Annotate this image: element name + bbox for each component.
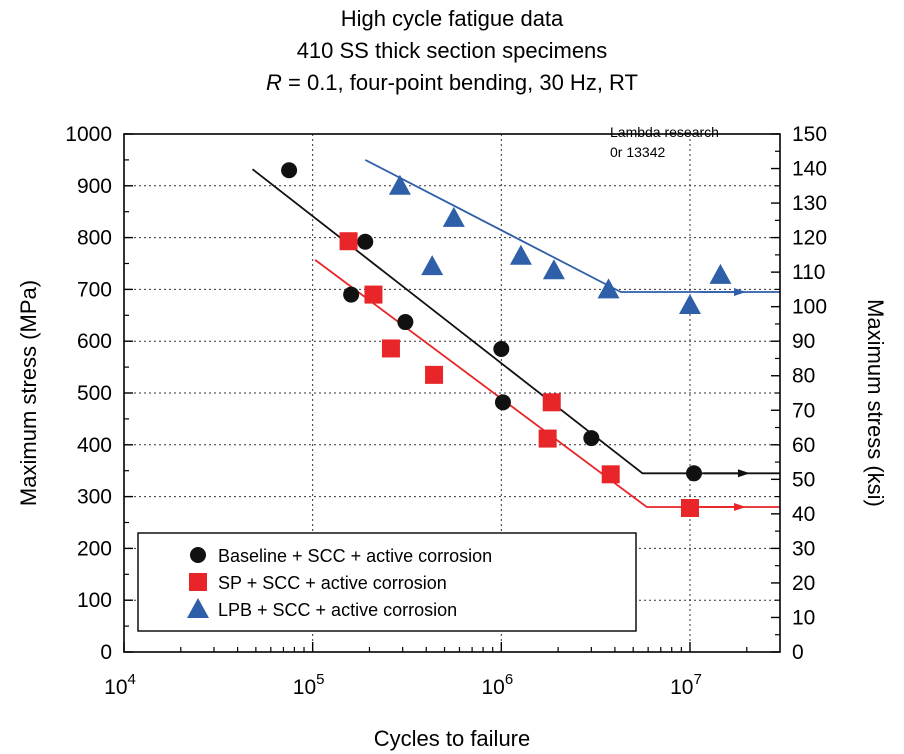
title-line: High cycle fatigue data [341,6,564,31]
y2-axis-label: Maximum stress (ksi) [863,299,888,507]
data-point-triangle [678,293,701,314]
y-tick-label: 400 [77,434,112,457]
data-point-triangle [421,255,444,276]
y2-tick-label: 100 [792,296,827,319]
y-tick-label: 600 [77,330,112,353]
y2-tick-label: 70 [792,399,815,422]
legend-marker-square [189,573,207,591]
data-point-circle [583,430,600,447]
y2-tick-label: 50 [792,468,815,491]
trend-lines [251,159,780,511]
y2-tick-label: 10 [792,606,815,629]
legend-box [137,532,637,632]
x-tick-label: 107 [670,671,702,699]
y-tick-label: 0 [100,641,112,664]
data-point-square [680,498,699,517]
y2-tick-label: 120 [792,227,827,250]
y2-tick-label: 40 [792,503,815,526]
data-point-square [381,339,400,358]
trend-line [314,259,780,508]
data-point-square [364,285,383,304]
x-tick-label: 105 [293,671,325,699]
y2-tick-label: 150 [792,123,827,146]
runout-arrow-head [733,502,746,511]
data-point-circle [397,314,414,331]
annotation-line: Lambda research [610,124,719,140]
x-tick-label: 106 [481,671,513,699]
y2-tick-label: 30 [792,537,815,560]
y2-tick-label: 140 [792,158,827,181]
legend-label: Baseline + SCC + active corrosion [218,546,492,566]
y2-tick-label: 130 [792,192,827,215]
data-point-triangle [542,259,565,280]
y-tick-label: 200 [77,537,112,560]
axes: 0 100 200 300 400 500 600 700 800 900 1000 0 10 20 30 4… [16,123,888,751]
y2-tick-label: 0 [792,641,804,664]
runout-arrow-head [737,469,750,478]
y2-tick-label: 20 [792,572,815,595]
runout-arrow-head [733,287,746,296]
x-axis-label: Cycles to failure [374,726,531,751]
y-tick-label: 300 [77,486,112,509]
y-tick-label: 1000 [65,123,112,146]
legend-label: LPB + SCC + active corrosion [218,600,457,620]
data-point-circle [493,340,510,357]
data-point-square [538,429,557,448]
data-point-circle [357,233,374,250]
legend-marker-triangle [187,598,209,618]
y2-tick-label: 90 [792,330,815,353]
trend-line [251,168,780,475]
data-point-triangle [709,263,732,284]
data-point-square [601,465,620,484]
y-tick-label: 800 [77,227,112,250]
y2-tick-label: 60 [792,434,815,457]
y-tick-label: 700 [77,278,112,301]
y-tick-label: 500 [77,382,112,405]
y2-tick-label: 80 [792,365,815,388]
annotation-line: 0r 13342 [610,144,665,160]
title-line: R = 0.1, four-point bending, 30 Hz, RT [266,70,638,95]
data-points [281,162,732,517]
y-axis-label: Maximum stress (MPa) [16,280,41,506]
data-point-circle [685,465,702,482]
data-point-circle [281,162,298,179]
title-line: 410 SS thick section specimens [297,38,608,63]
y-tick-label: 100 [77,589,112,612]
x-tick-label: 104 [104,671,136,699]
data-point-triangle [509,244,532,265]
legend-label: SP + SCC + active corrosion [218,573,447,593]
data-point-circle [494,394,511,411]
legend: Baseline + SCC + active corrosion SP + SC… [137,532,637,632]
annotation: Lambda research 0r 13342 [610,124,719,160]
data-point-circle [343,286,360,303]
data-point-square [339,232,358,251]
y-tick-label: 900 [77,175,112,198]
data-point-triangle [442,206,465,227]
data-point-square [542,393,561,412]
legend-marker-circle [190,547,206,563]
data-point-triangle [597,278,620,299]
y2-tick-label: 110 [792,261,825,284]
data-point-square [425,365,444,384]
chart-title: High cycle fatigue data 410 SS thick sect… [266,6,638,95]
data-point-triangle [388,174,411,195]
